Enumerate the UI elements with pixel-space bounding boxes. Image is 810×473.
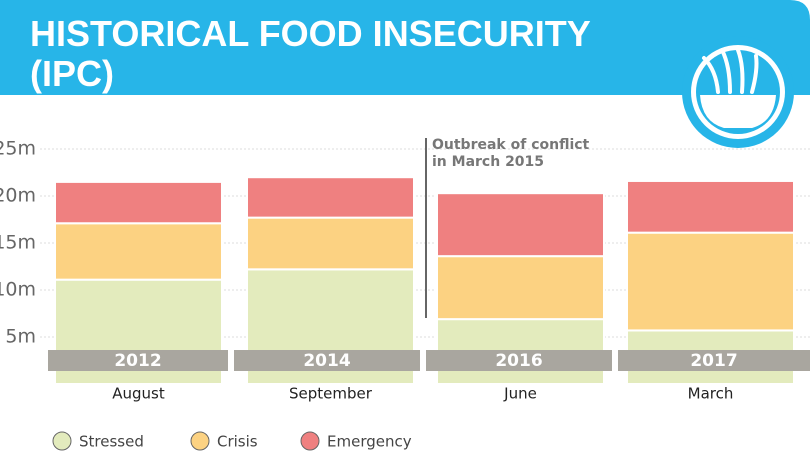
year-band — [618, 350, 810, 371]
x-tick-label: 2017 — [690, 351, 737, 371]
bar-segment — [54, 222, 223, 281]
icon — [682, 36, 794, 148]
month-label: June — [503, 385, 537, 403]
bar-segment — [626, 179, 795, 234]
legend-label: Emergency — [327, 433, 412, 451]
x-tick-label: 2014 — [303, 351, 350, 371]
x-tick-label: 2016 — [495, 351, 542, 371]
y-tick-label: 5m — [5, 326, 36, 348]
legend-label: Crisis — [217, 433, 258, 451]
year-band — [426, 350, 612, 371]
y-tick-label: 10m — [0, 279, 36, 301]
legend-label: Stressed — [79, 433, 144, 451]
annotation: in March 2015 — [432, 154, 544, 170]
month-label: September — [289, 385, 373, 403]
y-tick-label: 20m — [0, 185, 36, 207]
bar-segment — [246, 216, 415, 271]
legend-swatch — [52, 431, 72, 451]
bar-segment — [246, 176, 415, 219]
y-tick-label: 25m — [0, 138, 36, 160]
legend-swatch — [190, 431, 210, 451]
chart-title: (IPC) — [30, 53, 114, 94]
month-label: August — [112, 385, 165, 403]
month-label: March — [688, 385, 734, 403]
chart-title: HISTORICAL FOOD INSECURITY — [30, 13, 591, 54]
header-band — [0, 0, 810, 95]
y-tick-label: 15m — [0, 232, 36, 254]
bar-segment — [436, 192, 605, 258]
legend-swatch — [300, 431, 320, 451]
year-band — [234, 350, 420, 371]
year-band — [48, 350, 228, 371]
bar-segment — [436, 255, 605, 321]
x-tick-label: 2012 — [114, 351, 161, 371]
annotation: Outbreak of conflict — [432, 137, 590, 153]
bar-segment — [54, 180, 223, 225]
bar-segment — [626, 231, 795, 332]
